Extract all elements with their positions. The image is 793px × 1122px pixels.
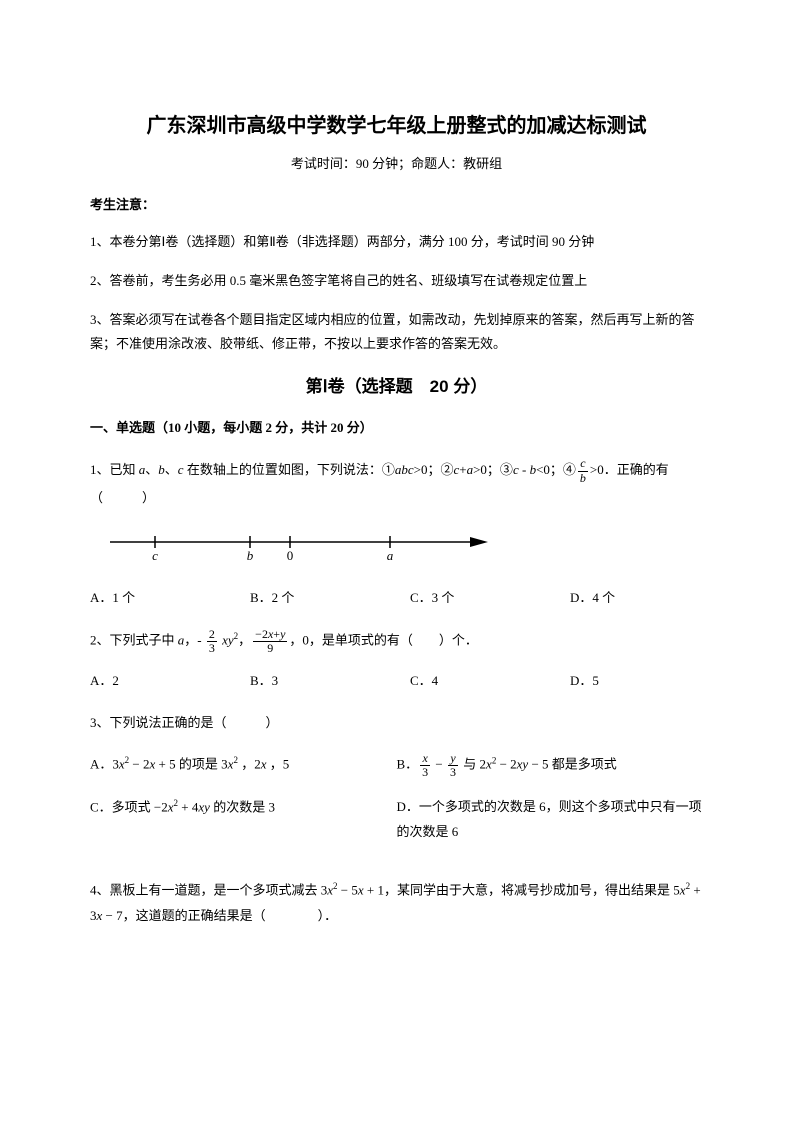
sub-heading: 一、单选题（10 小题，每小题 2 分，共计 20 分） (90, 418, 703, 439)
notice-2: 2、答卷前，考生务必用 0.5 毫米黑色签字笔将自己的姓名、班级填写在试卷规定位… (90, 269, 703, 292)
q3-opt-b: B．x3 − y3 与 2x2 − 2xy − 5 都是多项式 (397, 752, 704, 779)
q2-opt-a: A．2 (90, 671, 250, 692)
notice-1: 1、本卷分第Ⅰ卷（选择题）和第Ⅱ卷（非选择题）两部分，满分 100 分，考试时间… (90, 230, 703, 253)
question-1: 1、已知 a、b、c 在数轴上的位置如图，下列说法：①abc>0；②c+a>0；… (90, 457, 703, 511)
q1-s2: >0；③ (473, 462, 513, 477)
number-line-svg: c b 0 a (110, 527, 490, 562)
q2-opt-d: D．5 (570, 671, 690, 692)
q1-prefix: 1、已知 (90, 462, 139, 477)
exam-subtitle: 考试时间：90 分钟；命题人：教研组 (90, 154, 703, 175)
q1-s3: <0；④ (536, 462, 576, 477)
nl-label-c: c (152, 548, 158, 562)
q1-opt-a: A．1 个 (90, 588, 250, 609)
q4-prefix: 4、黑板上有一道题，是一个多项式减去 (90, 882, 321, 897)
q3-opt-a: A．3x2 − 2x + 5 的项是 3x2 ，2x ，5 (90, 752, 397, 779)
q1-opt-c: C．3 个 (410, 588, 570, 609)
q3-opt-c: C．多项式 −2x2 + 4xy 的次数是 3 (90, 795, 397, 844)
q2-opt-b: B．3 (250, 671, 410, 692)
section1-title: 第Ⅰ卷（选择题 20 分） (90, 373, 703, 400)
question-2: 2、下列式子中 a，- 23 xy2，−2x+y9，0，是单项式的有（ ）个． (90, 627, 703, 655)
q2-opt-c: C．4 (410, 671, 570, 692)
q3-opt-d: D．一个多项式的次数是 6，则这个多项式中只有一项的次数是 6 (397, 795, 704, 844)
question-3: 3、下列说法正确的是（ ） (90, 710, 703, 736)
notice-3: 3、答案必须写在试卷各个题目指定区域内相应的位置，如需改动，先划掉原来的答案，然… (90, 308, 703, 355)
q2-prefix: 2、下列式子中 (90, 633, 178, 648)
q3c-pre: C．多项式 (90, 800, 154, 815)
q2-options: A．2 B．3 C．4 D．5 (90, 671, 703, 692)
q4-mid: ，某同学由于大意，将减号抄成加号，得出结果是 (384, 882, 670, 897)
q3c-suf: 的次数是 3 (210, 800, 275, 815)
q3b-suf: 都是多项式 (549, 757, 617, 772)
q1-options: A．1 个 B．2 个 C．3 个 D．4 个 (90, 588, 703, 609)
notice-heading: 考生注意： (90, 195, 703, 216)
question-4: 4、黑板上有一道题，是一个多项式减去 3x2 − 5x + 1，某同学由于大意，… (90, 877, 703, 929)
q3a-mid: 的项是 (176, 756, 222, 771)
exam-title: 广东深圳市高级中学数学七年级上册整式的加减达标测试 (90, 110, 703, 142)
q1-opt-d: D．4 个 (570, 588, 690, 609)
number-line-figure: c b 0 a (110, 527, 703, 571)
q3a-pre: A． (90, 756, 112, 771)
nl-label-a: a (387, 548, 394, 562)
nl-label-b: b (247, 548, 254, 562)
q1-mid1: 在数轴上的位置如图，下列说法：① (184, 462, 395, 477)
nl-label-0: 0 (287, 548, 294, 562)
q3b-pre: B． (397, 757, 419, 772)
q4-suffix: ，这道题的正确结果是（ ）． (123, 908, 338, 923)
q2-mid: ，0，是单项式的有（ ）个． (289, 633, 478, 648)
q3-options: A．3x2 − 2x + 5 的项是 3x2 ，2x ，5 B．x3 − y3 … (90, 752, 703, 861)
q1-opt-b: B．2 个 (250, 588, 410, 609)
q3b-mid: 与 (460, 757, 480, 772)
q1-s1: >0；② (414, 462, 454, 477)
